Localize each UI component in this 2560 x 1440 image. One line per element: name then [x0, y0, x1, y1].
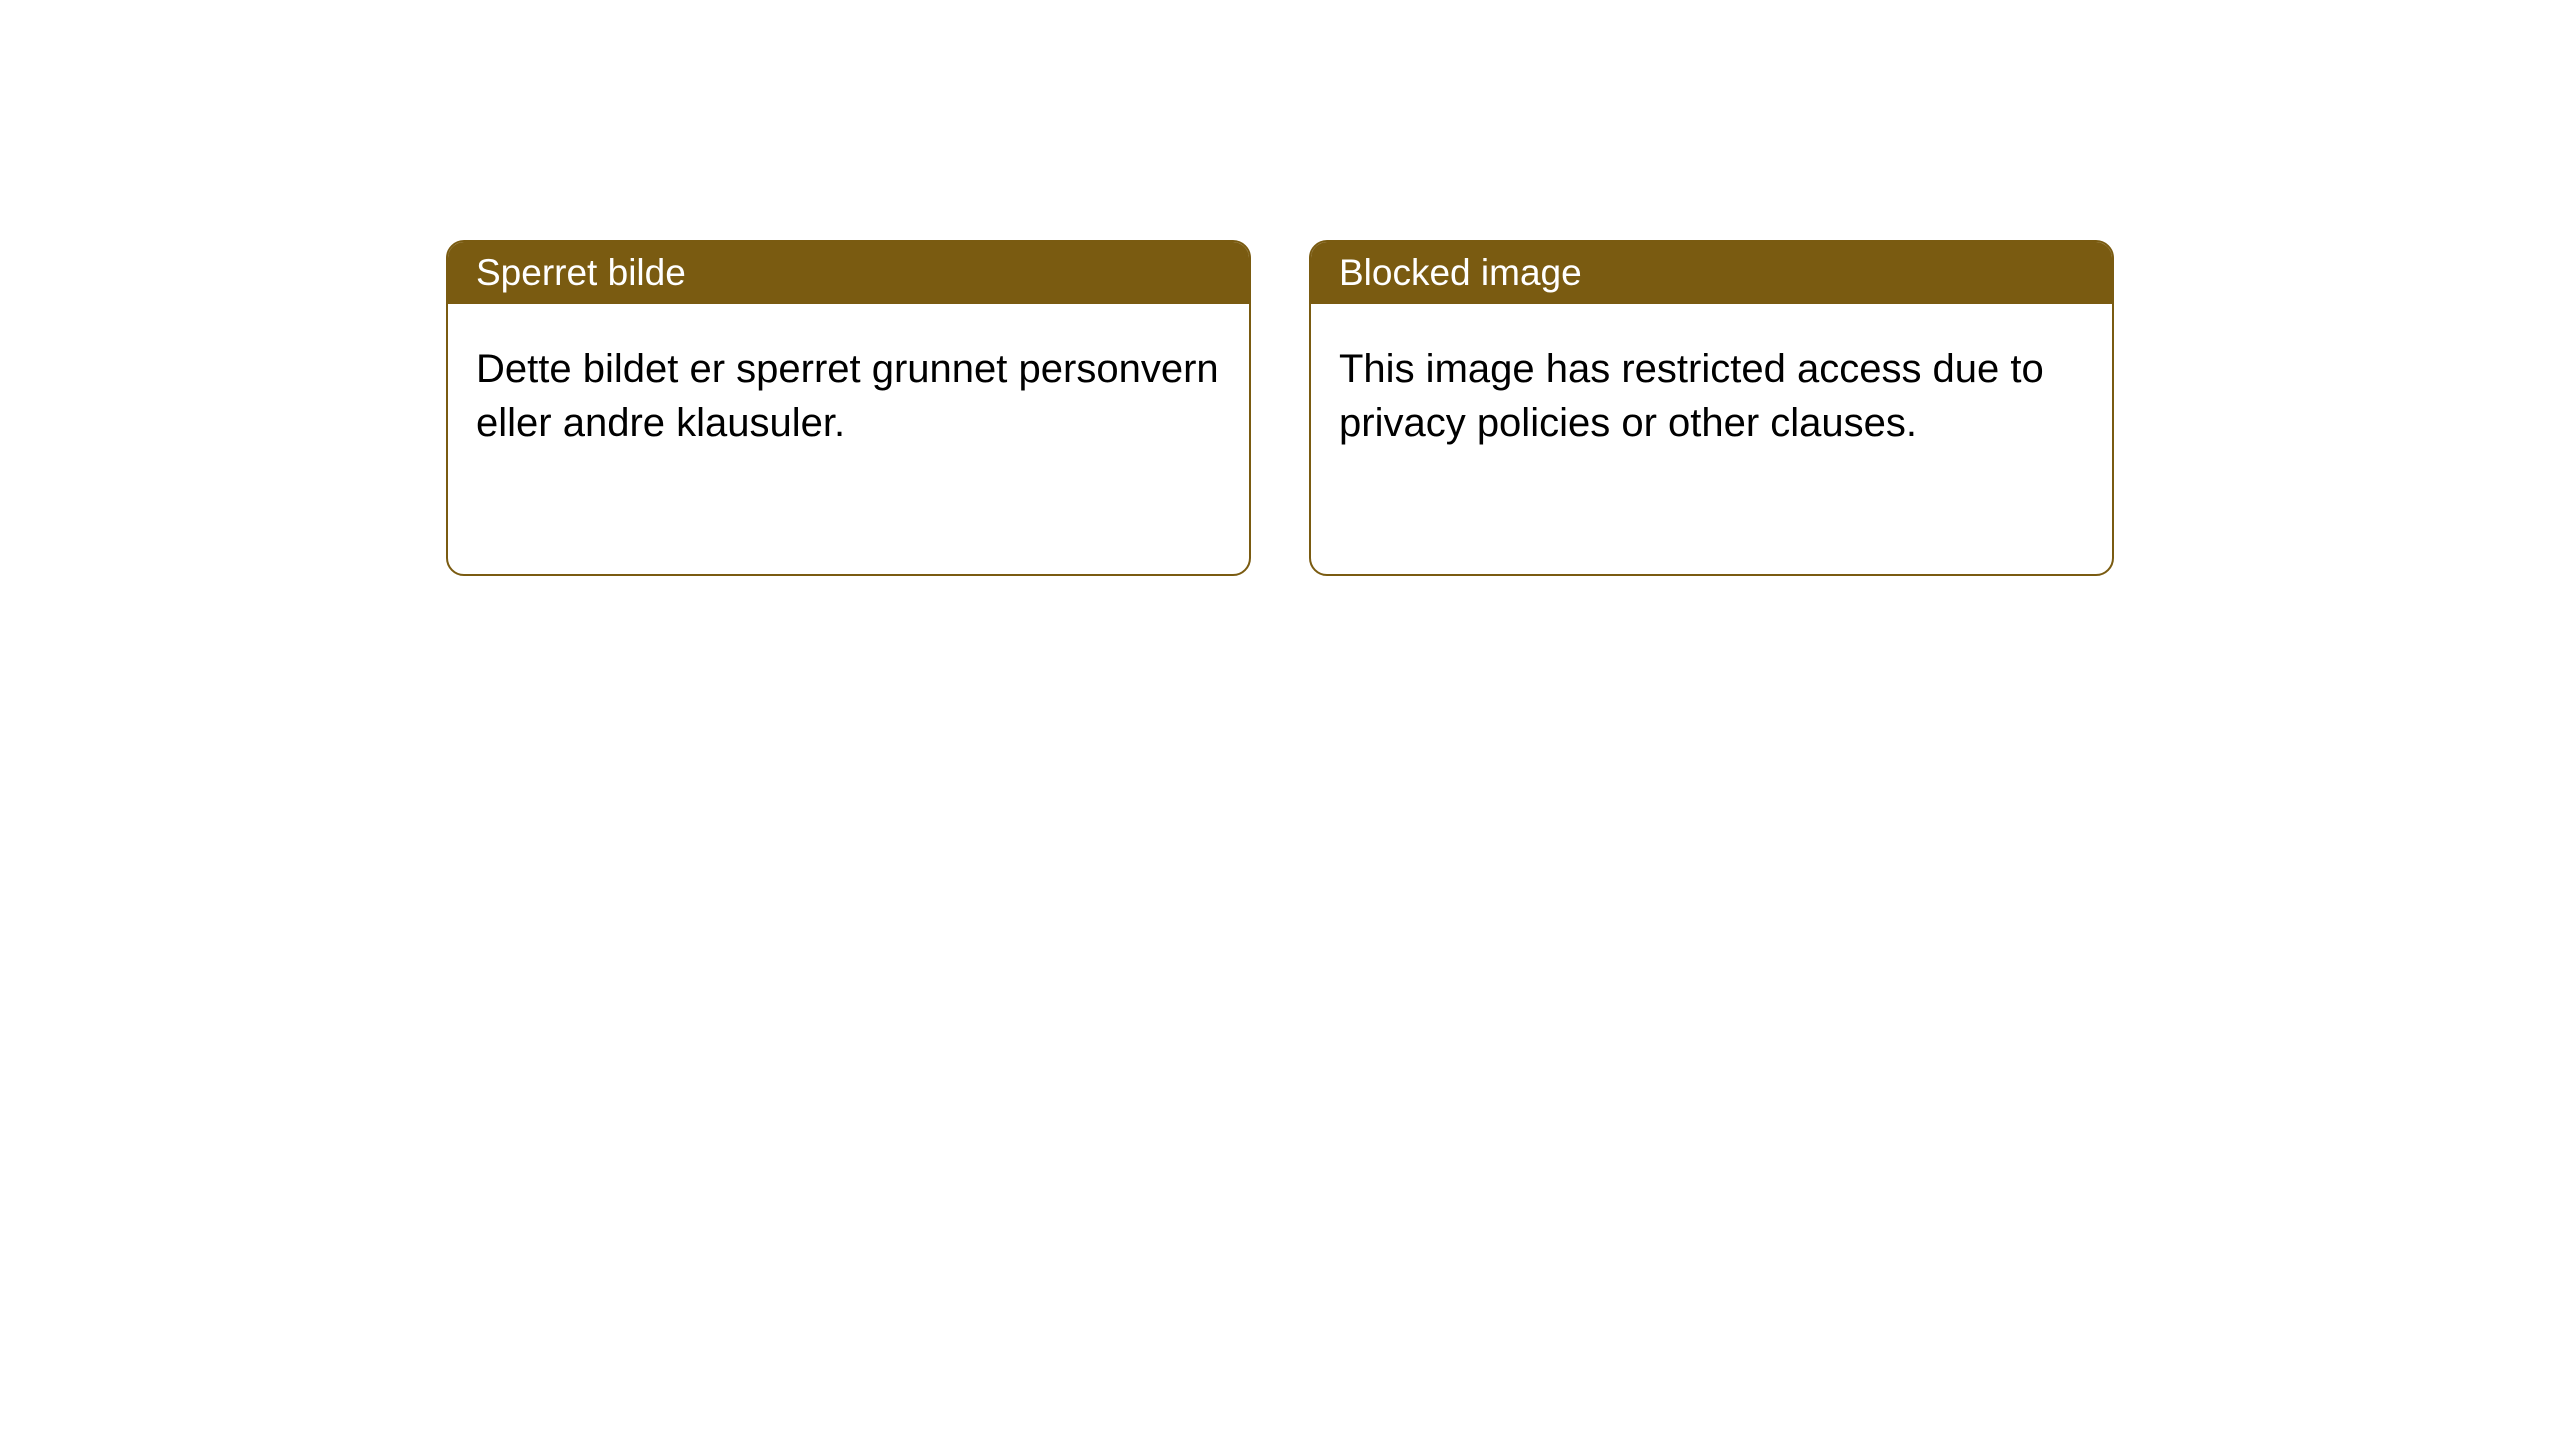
- notice-title: Blocked image: [1311, 242, 2112, 304]
- notice-card-english: Blocked image This image has restricted …: [1309, 240, 2114, 576]
- notice-body: This image has restricted access due to …: [1311, 304, 2112, 574]
- notice-card-norwegian: Sperret bilde Dette bildet er sperret gr…: [446, 240, 1251, 576]
- notice-container: Sperret bilde Dette bildet er sperret gr…: [0, 240, 2560, 576]
- notice-body: Dette bildet er sperret grunnet personve…: [448, 304, 1249, 574]
- notice-title: Sperret bilde: [448, 242, 1249, 304]
